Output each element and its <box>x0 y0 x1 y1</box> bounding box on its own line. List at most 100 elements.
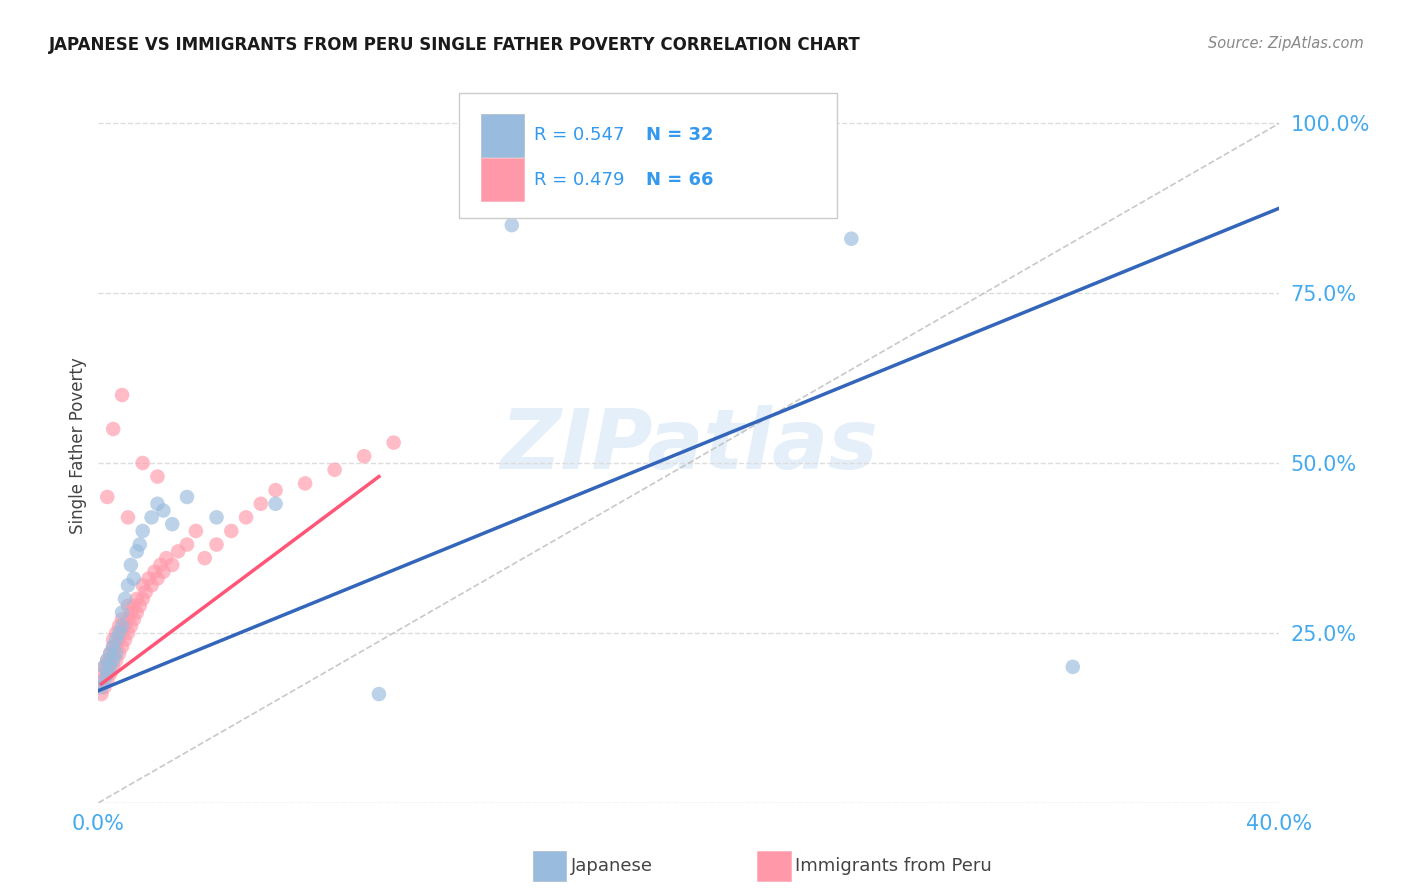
Point <box>120 606 142 620</box>
Point <box>128 599 150 613</box>
Point <box>146 497 169 511</box>
Point <box>96 490 118 504</box>
Point <box>120 558 142 572</box>
Point <box>120 619 142 633</box>
Point <box>98 646 121 660</box>
Point <box>98 666 121 681</box>
Point <box>111 619 134 633</box>
Point <box>103 632 125 647</box>
Point <box>368 687 391 701</box>
Point <box>103 640 125 654</box>
Point <box>98 653 121 667</box>
Point <box>1062 660 1084 674</box>
FancyBboxPatch shape <box>758 851 790 880</box>
Text: Immigrants from Peru: Immigrants from Peru <box>796 856 993 874</box>
Point <box>105 640 128 654</box>
FancyBboxPatch shape <box>481 113 523 157</box>
Point <box>105 646 128 660</box>
Text: N = 66: N = 66 <box>647 170 714 188</box>
Point <box>96 666 118 681</box>
Text: JAPANESE VS IMMIGRANTS FROM PERU SINGLE FATHER POVERTY CORRELATION CHART: JAPANESE VS IMMIGRANTS FROM PERU SINGLE … <box>49 36 860 54</box>
Point <box>111 640 134 654</box>
Point <box>152 503 174 517</box>
Point <box>132 456 155 470</box>
Text: Japanese: Japanese <box>571 856 652 874</box>
Point <box>141 510 163 524</box>
Point <box>96 653 118 667</box>
Point <box>122 572 145 586</box>
Point <box>111 606 134 620</box>
Point <box>98 646 121 660</box>
Point <box>149 558 172 572</box>
Point <box>205 537 228 551</box>
Point <box>264 497 287 511</box>
Point <box>103 646 125 660</box>
Point <box>93 660 115 674</box>
Point <box>176 490 198 504</box>
Point <box>152 565 174 579</box>
Point <box>235 510 257 524</box>
Point <box>108 646 131 660</box>
Point <box>111 626 134 640</box>
Point <box>125 544 148 558</box>
Point <box>111 612 134 626</box>
FancyBboxPatch shape <box>458 93 837 218</box>
Point <box>93 666 115 681</box>
Point <box>167 544 190 558</box>
Point <box>501 218 523 232</box>
Text: Source: ZipAtlas.com: Source: ZipAtlas.com <box>1208 36 1364 51</box>
Point <box>122 599 145 613</box>
Point <box>93 673 115 688</box>
Point <box>353 449 375 463</box>
Point <box>103 653 125 667</box>
Point <box>96 653 118 667</box>
Point <box>117 612 139 626</box>
Point <box>143 565 166 579</box>
FancyBboxPatch shape <box>533 851 567 880</box>
Point <box>114 632 136 647</box>
Point <box>108 632 131 647</box>
Text: R = 0.547: R = 0.547 <box>534 127 624 145</box>
Y-axis label: Single Father Poverty: Single Father Poverty <box>69 358 87 534</box>
Point <box>122 612 145 626</box>
Point <box>117 626 139 640</box>
Point <box>98 660 121 674</box>
FancyBboxPatch shape <box>481 158 523 202</box>
Point <box>90 687 112 701</box>
Point <box>162 558 183 572</box>
Point <box>184 524 207 538</box>
Point <box>117 599 139 613</box>
Point <box>114 591 136 606</box>
Point <box>146 469 169 483</box>
Point <box>155 551 177 566</box>
Point <box>114 619 136 633</box>
Point <box>108 626 131 640</box>
Point <box>105 626 128 640</box>
Point <box>103 640 125 654</box>
Point <box>194 551 217 566</box>
Point <box>128 537 150 551</box>
Point <box>138 572 160 586</box>
Point <box>264 483 287 498</box>
Point <box>103 660 125 674</box>
Point <box>146 572 169 586</box>
Point <box>841 232 863 246</box>
Point <box>294 476 316 491</box>
Point <box>125 606 148 620</box>
Point <box>93 660 115 674</box>
Point <box>111 388 134 402</box>
Point <box>162 517 183 532</box>
Point <box>90 680 112 694</box>
Point <box>141 578 163 592</box>
Point <box>105 653 128 667</box>
Point <box>382 435 405 450</box>
Point <box>176 537 198 551</box>
Point <box>205 510 228 524</box>
Point <box>323 463 346 477</box>
Point <box>96 660 118 674</box>
Point <box>250 497 273 511</box>
Point <box>90 673 112 688</box>
Point <box>108 619 131 633</box>
Point <box>132 591 155 606</box>
Point <box>132 578 155 592</box>
